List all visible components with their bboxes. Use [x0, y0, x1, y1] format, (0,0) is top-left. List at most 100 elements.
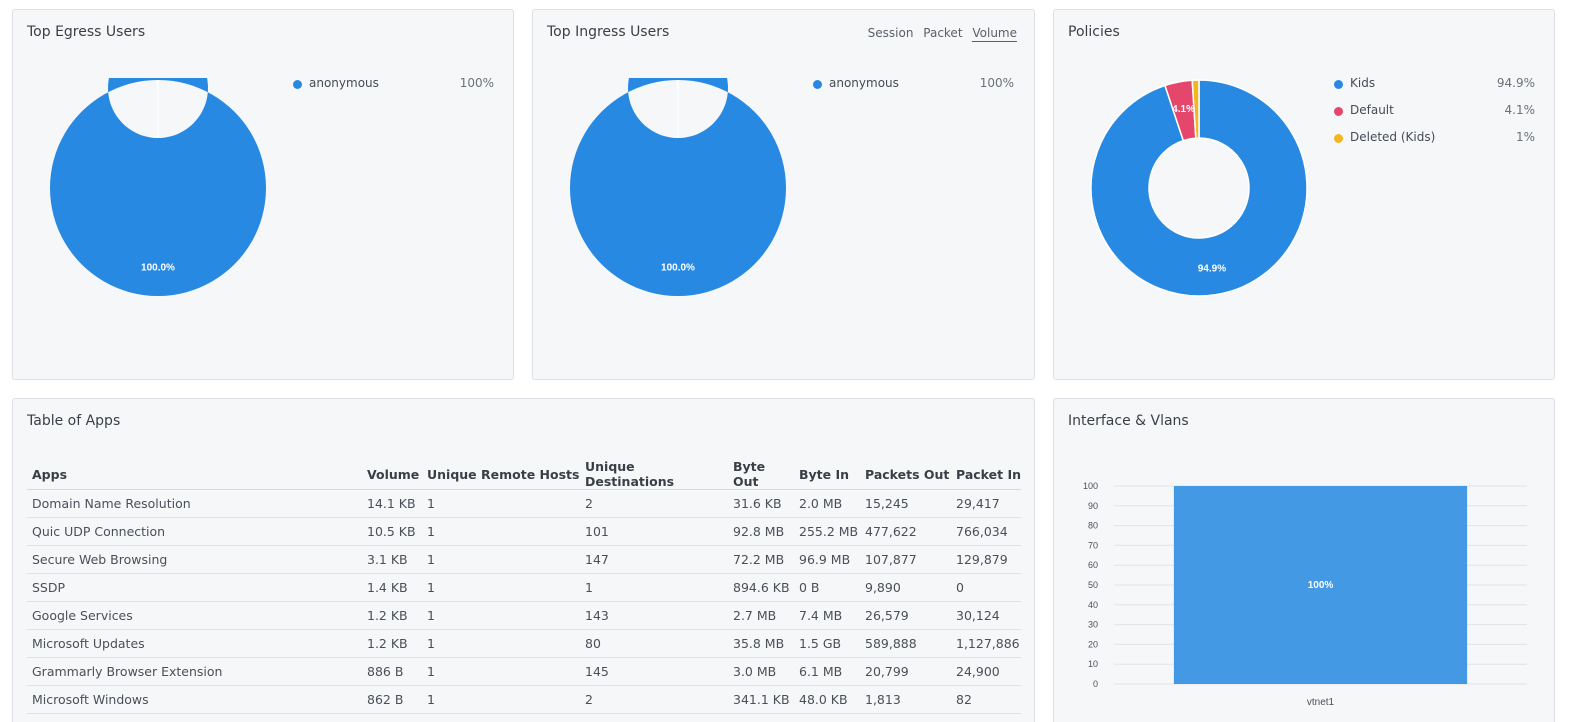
table-cell: Google Services [27, 601, 362, 630]
policies-legend: Kids 94.9% Default 4.1% Deleted (Kids) 1… [1332, 74, 1535, 155]
table-row[interactable]: Grammarly Browser Extension 886 B 1 145 3.0 … [27, 657, 1021, 686]
table-cell: 80 [580, 629, 728, 658]
table-row[interactable]: Quic UDP Connection 10.5 KB 1 101 92.8 MB 255… [27, 517, 1021, 546]
legend-label: anonymous [309, 76, 379, 90]
legend-dot-icon [1334, 107, 1343, 116]
table-row[interactable]: Google Services 1.2 KB 1 143 2.7 MB 7.4 MB 26,… [27, 601, 1021, 630]
vlans-card: Interface & Vlans 0 10 20 30 40 50 60 70 80 90 100… [1053, 398, 1555, 722]
table-cell: 7.4 MB [794, 601, 860, 630]
table-cell: 101 [580, 517, 728, 546]
column-header[interactable]: Apps [27, 459, 362, 490]
legend-item[interactable]: Default 4.1% [1332, 101, 1535, 128]
legend-value: 100% [459, 76, 494, 90]
pie-slice[interactable] [1090, 79, 1308, 297]
table-cell: 589,888 [860, 629, 951, 658]
table-cell: 96.9 MB [794, 545, 860, 574]
table-row[interactable]: Microsoft Updates 1.2 KB 1 80 35.8 MB 1.5 GB 5… [27, 629, 1021, 658]
table-row[interactable]: Secure Web Browsing 3.1 KB 1 147 72.2 MB 96.9… [27, 545, 1021, 574]
y-tick-label: 70 [1088, 540, 1098, 550]
table-cell: 35.8 MB [728, 629, 794, 658]
table-cell: 107,877 [860, 545, 951, 574]
apps-table: Apps Volume Unique Remote Hosts Unique Dest… [27, 459, 1021, 714]
y-tick-label: 20 [1088, 639, 1098, 649]
legend-value: 4.1% [1504, 103, 1536, 117]
table-cell: SSDP [27, 573, 362, 602]
table-cell: Microsoft Updates [27, 629, 362, 658]
bar[interactable] [1173, 486, 1468, 684]
table-cell: 255.2 MB [794, 517, 860, 546]
column-header[interactable]: Unique Remote Hosts [422, 459, 580, 490]
tab-volume[interactable]: Volume [972, 26, 1017, 42]
legend-dot-icon [813, 80, 822, 89]
pie-slice[interactable] [50, 78, 266, 296]
column-header[interactable]: Volume [362, 459, 422, 490]
tab-session[interactable]: Session [867, 26, 914, 40]
column-header[interactable]: Packet In [951, 459, 1021, 490]
table-cell: 1.2 KB [362, 629, 422, 658]
table-cell: 341.1 KB [728, 685, 794, 714]
table-cell: 3.0 MB [728, 657, 794, 686]
legend-value: 1% [1515, 130, 1535, 144]
vlan-bar-chart: 0 10 20 30 40 50 60 70 80 90 100 100% vtnet1 [1083, 481, 1527, 708]
table-cell: 0 B [794, 573, 860, 602]
column-header[interactable]: Unique Destinations [580, 459, 728, 490]
tab-packet[interactable]: Packet [923, 26, 963, 40]
table-cell: 145 [580, 657, 728, 686]
table-cell: 894.6 KB [728, 573, 794, 602]
pie-slice[interactable] [1191, 79, 1200, 139]
egress-title: Top Egress Users [27, 24, 146, 40]
table-cell: 2 [580, 685, 728, 714]
table-cell: 15,245 [860, 489, 951, 518]
legend-item[interactable]: Deleted (Kids) 1% [1332, 128, 1535, 155]
policies-title: Policies [1068, 24, 1120, 40]
table-row[interactable]: Microsoft Windows 862 B 1 2 341.1 KB 48.0 KB 1… [27, 685, 1021, 714]
legend-item[interactable]: anonymous 100% [291, 74, 494, 101]
table-cell: Quic UDP Connection [27, 517, 362, 546]
egress-legend: anonymous 100% [291, 74, 494, 101]
table-cell: 1 [422, 657, 580, 686]
table-cell: 2 [580, 489, 728, 518]
legend-label: Default [1350, 103, 1394, 117]
y-tick-label: 30 [1088, 620, 1098, 630]
legend-label: Kids [1350, 76, 1376, 90]
table-cell: 129,879 [951, 545, 1021, 574]
table-cell: 2.7 MB [728, 601, 794, 630]
legend-item[interactable]: anonymous 100% [811, 74, 1014, 101]
table-cell: 2.0 MB [794, 489, 860, 518]
legend-label: anonymous [829, 76, 899, 90]
table-row[interactable]: Domain Name Resolution 14.1 KB 1 2 31.6 KB 2.… [27, 489, 1021, 518]
policies-donut-chart: 94.9% 4.1% [1090, 79, 1308, 297]
table-cell: 26,579 [860, 601, 951, 630]
table-cell: 24,900 [951, 657, 1021, 686]
table-cell: 1,127,886 [951, 629, 1021, 658]
table-cell: Grammarly Browser Extension [27, 657, 362, 686]
table-cell: 147 [580, 545, 728, 574]
table-cell: 9,890 [860, 573, 951, 602]
legend-value: 100% [979, 76, 1014, 90]
table-cell: Domain Name Resolution [27, 489, 362, 518]
ingress-title: Top Ingress Users [547, 24, 670, 40]
ingress-donut-chart: 100.0% [570, 78, 786, 296]
table-row[interactable]: SSDP 1.4 KB 1 1 894.6 KB 0 B 9,890 0 [27, 573, 1021, 602]
table-cell: 1,813 [860, 685, 951, 714]
legend-item[interactable]: Kids 94.9% [1332, 74, 1535, 101]
apps-title: Table of Apps [27, 413, 121, 429]
y-tick-label: 0 [1093, 679, 1098, 689]
table-cell: 10.5 KB [362, 517, 422, 546]
table-cell: 1 [580, 573, 728, 602]
table-cell: Secure Web Browsing [27, 545, 362, 574]
slice-label: 100.0% [141, 263, 175, 274]
vlans-title: Interface & Vlans [1068, 413, 1189, 429]
table-cell: 1 [422, 517, 580, 546]
column-header[interactable]: Byte Out [728, 459, 794, 490]
y-tick-label: 90 [1088, 501, 1098, 511]
table-cell: 1.2 KB [362, 601, 422, 630]
pie-slice[interactable] [570, 78, 786, 296]
column-header[interactable]: Packets Out [860, 459, 951, 490]
table-cell: 30,124 [951, 601, 1021, 630]
slice-label: 100.0% [661, 263, 695, 274]
y-tick-label: 80 [1088, 521, 1098, 531]
legend-dot-icon [1334, 134, 1343, 143]
table-cell: 14.1 KB [362, 489, 422, 518]
column-header[interactable]: Byte In [794, 459, 860, 490]
